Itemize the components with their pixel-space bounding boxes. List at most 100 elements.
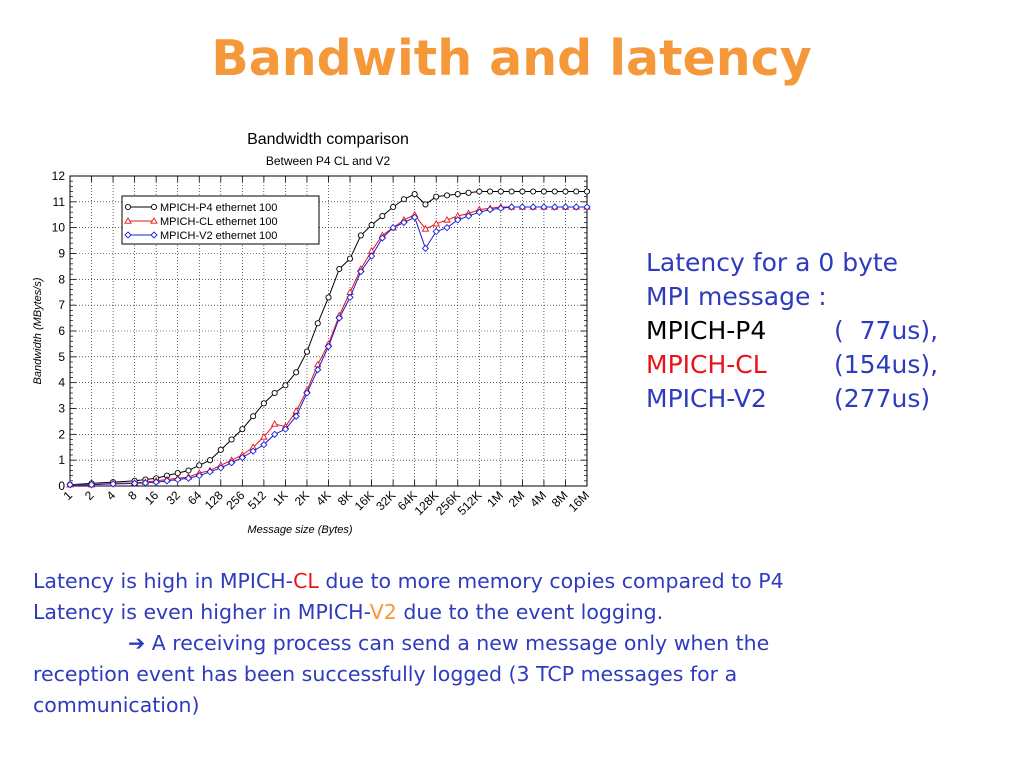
x-tick-label: 512K — [455, 488, 485, 518]
data-point — [150, 231, 158, 239]
data-point — [325, 294, 332, 301]
note-line-4: reception event has been successfully lo… — [33, 662, 738, 686]
data-point — [389, 224, 397, 232]
latency-heading-line2: MPI message : — [646, 282, 827, 311]
data-point — [150, 203, 158, 211]
data-point — [529, 203, 537, 211]
data-point — [174, 475, 182, 484]
note-highlight-cl: CL — [293, 569, 319, 593]
note-text: A receiving process can send a new messa… — [145, 631, 770, 655]
data-point — [335, 314, 343, 322]
data-point — [260, 441, 268, 449]
data-point — [551, 188, 558, 195]
data-point — [293, 369, 300, 376]
data-point — [141, 479, 150, 487]
x-tick-label: 4K — [313, 488, 333, 508]
arrow-icon: ➔ — [128, 631, 146, 655]
data-point — [454, 191, 461, 198]
data-point — [367, 252, 376, 260]
data-point — [109, 480, 117, 488]
data-point — [518, 203, 527, 211]
latency-value-v2: (277us) — [834, 384, 931, 413]
data-point — [217, 446, 224, 453]
data-point — [411, 191, 418, 198]
y-tick-label: 12 — [52, 169, 66, 183]
data-point — [562, 188, 569, 195]
note-text: due to the event logging. — [396, 600, 664, 624]
data-point — [507, 203, 516, 211]
x-tick-label: 64 — [185, 488, 205, 508]
data-point — [390, 203, 397, 211]
x-tick-label: 8K — [335, 488, 355, 508]
data-point — [124, 217, 132, 224]
data-point — [421, 225, 430, 232]
data-point — [124, 231, 132, 239]
x-tick-label: 4 — [104, 488, 119, 503]
chart-legend: MPICH-P4 ethernet 100 MPICH-CL ethernet 1… — [121, 195, 320, 245]
data-point — [400, 218, 408, 227]
data-point — [432, 219, 440, 227]
x-tick-label: 256 — [223, 488, 247, 512]
chart-subtitle: Between P4 CL and V2 — [266, 154, 391, 168]
note-line-2: Latency is even higher in MPICH-V2 due t… — [33, 597, 1013, 628]
data-point — [185, 467, 192, 474]
latency-name-cl: MPICH-CL — [646, 350, 767, 379]
x-tick-label: 2M — [506, 488, 528, 510]
x-tick-label: 8 — [125, 488, 140, 503]
latency-name-v2: MPICH-V2 — [646, 384, 767, 413]
x-tick-label: 512 — [245, 488, 269, 512]
series-line — [69, 191, 587, 486]
note-text: due to more memory copies compared to P4 — [318, 569, 784, 593]
x-tick-label: 128 — [202, 488, 226, 512]
y-tick-label: 11 — [53, 195, 66, 209]
data-point — [443, 216, 451, 223]
x-tick-label: 1 — [60, 488, 75, 503]
latency-value-p4: ( 77us), — [834, 316, 939, 345]
data-point — [378, 234, 386, 242]
data-point — [486, 205, 494, 214]
data-point — [87, 481, 96, 489]
data-point — [540, 203, 548, 211]
data-point — [130, 479, 139, 488]
legend-item: MPICH-P4 ethernet 100 — [124, 202, 277, 214]
data-point — [303, 348, 311, 355]
data-point — [540, 188, 547, 195]
slide-title: Bandwith and latency — [211, 30, 812, 87]
data-point — [195, 472, 203, 480]
data-point — [583, 188, 591, 195]
data-point — [152, 478, 160, 486]
data-point — [260, 433, 268, 440]
x-tick-label: 32K — [373, 488, 398, 513]
note-line-5: communication) — [33, 693, 200, 717]
note-text: Latency is even higher in MPICH- — [33, 600, 370, 624]
data-point — [336, 265, 343, 273]
data-point — [238, 453, 246, 462]
data-point — [271, 389, 278, 397]
data-point — [432, 227, 440, 236]
y-axis-label: Bandwidth (MBytes/s) — [32, 277, 44, 384]
y-tick-label: 9 — [58, 247, 65, 261]
data-point — [314, 320, 321, 327]
data-point — [443, 192, 451, 199]
data-point — [346, 293, 354, 302]
y-tick-label: 7 — [58, 298, 65, 312]
latency-name-p4: MPICH-P4 — [646, 316, 767, 345]
y-tick-label: 6 — [58, 324, 65, 338]
y-tick-label: 4 — [58, 376, 65, 390]
y-tick-label: 5 — [58, 350, 65, 364]
x-tick-label: 4M — [527, 488, 549, 510]
legend-label: MPICH-V2 ethernet 100 — [160, 230, 277, 242]
y-tick-label: 3 — [58, 402, 65, 416]
data-point — [530, 188, 537, 195]
legend-label: MPICH-CL ethernet 100 — [160, 216, 278, 228]
chart-title: Bandwidth comparison — [247, 131, 409, 148]
data-point — [411, 213, 419, 221]
data-point — [519, 188, 526, 195]
data-point — [497, 204, 505, 212]
legend-label: MPICH-P4 ethernet 100 — [160, 202, 277, 214]
data-point — [163, 477, 171, 485]
data-point — [260, 400, 267, 407]
chart-series — [66, 188, 591, 489]
latency-heading-line1: Latency for a 0 byte — [646, 248, 899, 277]
y-tick-label: 8 — [58, 272, 65, 286]
